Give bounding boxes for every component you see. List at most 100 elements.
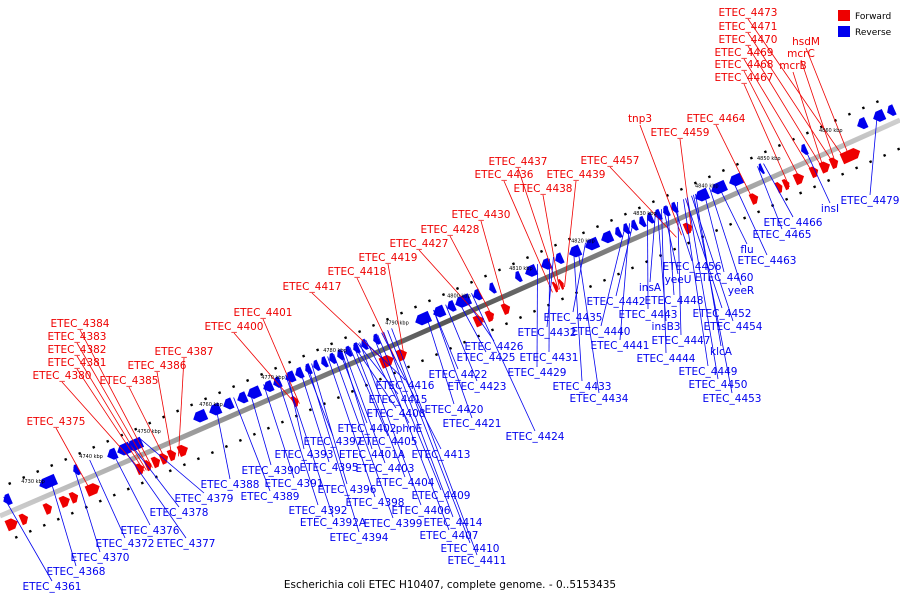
gene-label[interactable]: tnp3 — [628, 113, 652, 125]
gene-label[interactable]: ETEC_4432 — [518, 327, 577, 339]
reverse-gene-arrow[interactable] — [1, 493, 13, 506]
reverse-gene-arrow[interactable] — [445, 300, 457, 313]
gene-label[interactable]: yeeU — [665, 274, 692, 286]
gene-label[interactable]: ETEC_4401 — [234, 307, 293, 319]
gene-label[interactable]: ETEC_4465 — [753, 229, 812, 241]
gene-label[interactable]: ETEC_4388 — [201, 479, 260, 491]
reverse-gene-arrow[interactable] — [645, 212, 655, 224]
reverse-gene-arrow[interactable] — [583, 236, 601, 253]
gene-label[interactable]: ETEC_4456 — [663, 261, 722, 273]
gene-label[interactable]: ETEC_4422 — [429, 369, 488, 381]
gene-label[interactable]: ETEC_4386 — [128, 360, 187, 372]
gene-label[interactable]: ETEC_4394 — [330, 532, 389, 544]
forward-gene-arrow[interactable] — [395, 347, 410, 362]
gene-label[interactable]: ETEC_4423 — [448, 381, 507, 393]
gene-label[interactable]: ETEC_4389 — [241, 491, 300, 503]
gene-label[interactable]: yeeR — [728, 285, 754, 297]
gene-label[interactable]: ETEC_4380 — [33, 370, 92, 382]
reverse-gene-arrow[interactable] — [553, 252, 565, 265]
gene-label[interactable]: klcA — [710, 346, 733, 358]
reverse-gene-arrow[interactable] — [221, 397, 235, 411]
gene-label[interactable]: ETEC_4382 — [48, 344, 107, 356]
reverse-gene-arrow[interactable] — [513, 270, 523, 283]
gene-label[interactable]: ETEC_4469 — [715, 47, 774, 59]
forward-gene-arrow[interactable] — [484, 309, 497, 323]
gene-label[interactable]: ETEC_4411 — [448, 555, 507, 567]
gene-label[interactable]: ETEC_4436 — [475, 169, 534, 181]
reverse-gene-arrow[interactable] — [523, 264, 539, 279]
gene-label[interactable]: ETEC_4449 — [679, 366, 738, 378]
gene-label[interactable]: ETEC_4407 — [420, 530, 479, 542]
forward-gene-arrow[interactable] — [828, 156, 841, 170]
reverse-gene-arrow[interactable] — [855, 116, 869, 131]
gene-label[interactable]: ETEC_4392A — [300, 517, 367, 529]
gene-label[interactable]: ETEC_4435 — [544, 312, 603, 324]
reverse-gene-arrow[interactable] — [727, 172, 745, 189]
gene-label[interactable]: ETEC_4464 — [687, 113, 746, 125]
gene-label[interactable]: ETEC_4448 — [645, 295, 704, 307]
reverse-gene-arrow[interactable] — [637, 215, 647, 228]
gene-label[interactable]: flu — [740, 244, 753, 256]
reverse-gene-arrow[interactable] — [303, 363, 313, 375]
gene-label[interactable]: ETEC_4372 — [96, 538, 155, 550]
gene-label[interactable]: ETEC_4413 — [412, 449, 471, 461]
gene-label[interactable]: ETEC_4421 — [443, 418, 502, 430]
reverse-gene-arrow[interactable] — [709, 179, 728, 197]
forward-gene-arrow[interactable] — [808, 165, 821, 179]
gene-label[interactable]: ETEC_4415 — [369, 394, 428, 406]
gene-label[interactable]: ETEC_4471 — [719, 21, 778, 33]
gene-label[interactable]: ETEC_4438 — [514, 183, 573, 195]
forward-gene-arrow[interactable] — [68, 490, 81, 504]
reverse-gene-arrow[interactable] — [431, 304, 447, 320]
gene-label[interactable]: ETEC_4401A — [339, 449, 406, 461]
gene-label[interactable]: ETEC_4379 — [175, 493, 234, 505]
forward-gene-arrow[interactable] — [84, 481, 102, 497]
gene-label[interactable]: ETEC_4440 — [572, 326, 631, 338]
gene-label[interactable]: ETEC_4468 — [715, 59, 774, 71]
gene-label[interactable]: mcrC — [787, 48, 815, 60]
gene-label[interactable]: phnE — [396, 423, 423, 435]
gene-label[interactable]: ETEC_4453 — [703, 393, 762, 405]
gene-label[interactable]: ETEC_4467 — [715, 72, 774, 84]
gene-label[interactable]: ETEC_4457 — [581, 155, 640, 167]
gene-label[interactable]: ETEC_4473 — [719, 7, 778, 19]
gene-label[interactable]: ETEC_4384 — [51, 318, 110, 330]
reverse-gene-arrow[interactable] — [351, 342, 361, 354]
gene-label[interactable]: ETEC_4376 — [121, 525, 180, 537]
forward-gene-arrow[interactable] — [500, 302, 513, 316]
reverse-gene-arrow[interactable] — [757, 163, 765, 175]
gene-label[interactable]: ETEC_4441 — [591, 340, 650, 352]
gene-label[interactable]: ETEC_4361 — [23, 581, 82, 593]
forward-gene-arrow[interactable] — [176, 443, 191, 457]
gene-label[interactable]: ETEC_4426 — [465, 341, 524, 353]
gene-label[interactable]: ETEC_4425 — [457, 352, 516, 364]
gene-label[interactable]: ETEC_4479 — [841, 195, 900, 207]
gene-label[interactable]: ETEC_4430 — [452, 209, 511, 221]
gene-label[interactable]: ETEC_4368 — [47, 566, 106, 578]
gene-label[interactable]: insI — [821, 203, 839, 215]
gene-label[interactable]: ETEC_4417 — [283, 281, 342, 293]
gene-label[interactable]: ETEC_4410 — [441, 543, 500, 555]
gene-label[interactable]: ETEC_4375 — [27, 416, 86, 428]
gene-label[interactable]: ETEC_4447 — [652, 335, 711, 347]
gene-label[interactable]: ETEC_4431 — [520, 352, 579, 364]
forward-gene-arrow[interactable] — [839, 146, 863, 165]
gene-label[interactable]: ETEC_4437 — [489, 156, 548, 168]
gene-label[interactable]: ETEC_4398 — [346, 497, 405, 509]
gene-label[interactable]: ETEC_4454 — [704, 321, 763, 333]
gene-label[interactable]: ETEC_4395 — [300, 462, 359, 474]
gene-label[interactable]: ETEC_4400 — [205, 321, 264, 333]
reverse-gene-arrow[interactable] — [661, 205, 671, 217]
gene-label[interactable]: ETEC_4442 — [587, 296, 646, 308]
gene-label[interactable]: insB3 — [652, 321, 681, 333]
gene-label[interactable]: ETEC_4460 — [695, 272, 754, 284]
reverse-gene-arrow[interactable] — [235, 391, 249, 405]
reverse-gene-arrow[interactable] — [245, 385, 263, 401]
reverse-gene-arrow[interactable] — [599, 230, 615, 245]
gene-label[interactable]: ETEC_4418 — [328, 266, 387, 278]
gene-label[interactable]: ETEC_4397 — [304, 436, 363, 448]
reverse-gene-arrow[interactable] — [37, 473, 59, 491]
gene-label[interactable]: ETEC_4420 — [425, 404, 484, 416]
gene-label[interactable]: ETEC_4405 — [359, 436, 418, 448]
gene-label[interactable]: insA — [639, 282, 662, 294]
